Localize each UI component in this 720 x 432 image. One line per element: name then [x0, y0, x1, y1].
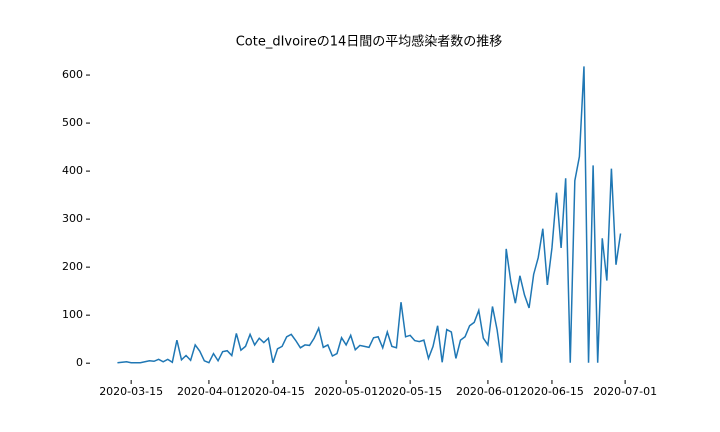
- x-tick-label: 2020-04-01: [177, 385, 241, 398]
- chart-title: Cote_dIvoireの14日間の平均感染者数の推移: [236, 34, 503, 50]
- x-tick-label: 2020-06-01: [456, 385, 520, 398]
- y-tick-label: 600: [62, 68, 83, 81]
- y-tick-label: 300: [62, 212, 83, 225]
- x-tick-label: 2020-05-15: [378, 385, 442, 398]
- y-tick-label: 200: [62, 260, 83, 273]
- y-tick-label: 500: [62, 116, 83, 129]
- x-tick-label: 2020-06-15: [520, 385, 584, 398]
- x-tick-label: 2020-05-01: [314, 385, 378, 398]
- y-tick-label: 0: [76, 356, 83, 369]
- y-tick-label: 400: [62, 164, 83, 177]
- data-line: [117, 66, 622, 364]
- x-tick-label: 2020-04-15: [241, 385, 305, 398]
- x-tick-label: 2020-03-15: [99, 385, 163, 398]
- x-tick-label: 2020-07-01: [593, 385, 657, 398]
- y-tick-label: 100: [62, 308, 83, 321]
